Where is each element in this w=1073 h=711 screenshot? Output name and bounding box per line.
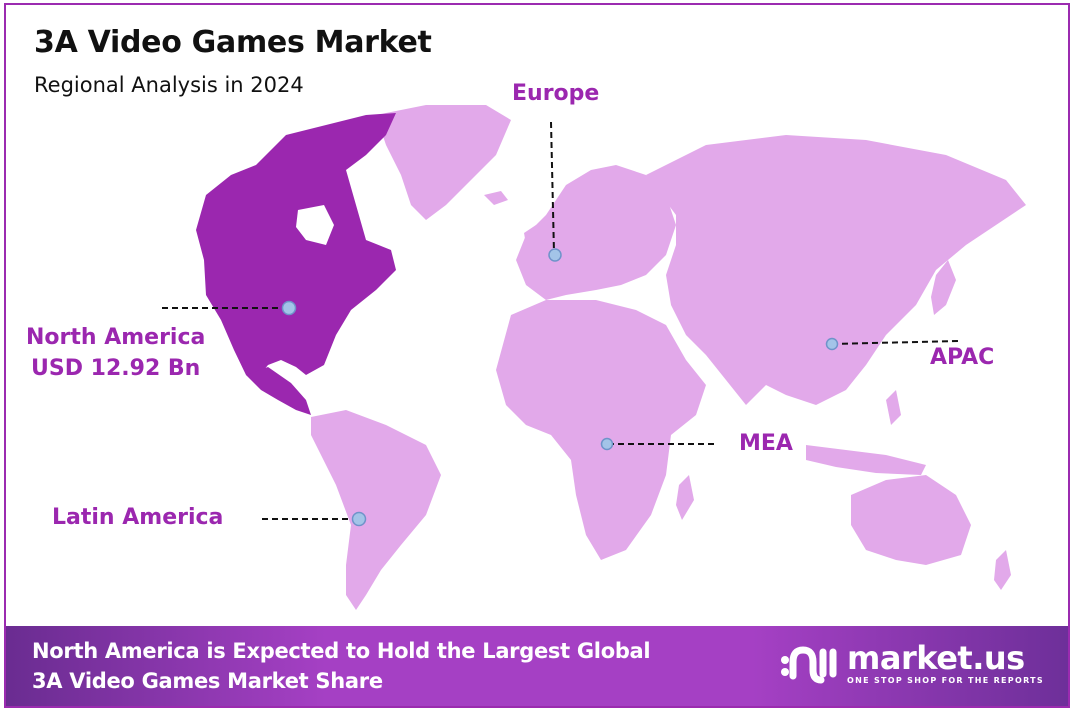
region-central-america bbox=[246, 367, 311, 415]
region-europe bbox=[516, 165, 676, 300]
region-philippines bbox=[886, 390, 901, 425]
region-new-zealand bbox=[994, 550, 1011, 590]
region-japan bbox=[931, 260, 956, 315]
region-indonesia bbox=[806, 445, 926, 475]
region-asia bbox=[646, 135, 1026, 405]
hudson-bay bbox=[296, 205, 334, 245]
region-australia bbox=[851, 475, 971, 565]
mea-marker[interactable] bbox=[600, 437, 614, 451]
market-us-logo[interactable]: market.us ONE STOP SHOP FOR THE REPORTS bbox=[779, 640, 1044, 686]
region-africa bbox=[496, 300, 706, 560]
north-america-name: North America bbox=[26, 325, 206, 350]
europe-leader-line bbox=[550, 121, 555, 254]
north-america-marker[interactable] bbox=[281, 300, 297, 316]
region-south-america bbox=[311, 410, 441, 610]
footer-line-1: North America is Expected to Hold the La… bbox=[32, 639, 651, 663]
region-north-america bbox=[196, 113, 396, 380]
page-title: 3A Video Games Market bbox=[34, 25, 432, 60]
world-map bbox=[162, 105, 1026, 610]
europe-label: Europe bbox=[512, 81, 600, 106]
europe-marker[interactable] bbox=[548, 248, 562, 262]
infographic-frame: 3A Video Games Market Regional Analysis … bbox=[4, 3, 1070, 708]
latin-america-marker[interactable] bbox=[351, 511, 367, 527]
north-america-value: USD 12.92 Bn bbox=[31, 355, 201, 381]
page-subtitle: Regional Analysis in 2024 bbox=[34, 73, 304, 97]
footer-line-2: 3A Video Games Market Share bbox=[32, 669, 383, 693]
region-greenland bbox=[376, 105, 511, 220]
logo-name: market.us bbox=[847, 639, 1025, 677]
north-america-label: North America USD 12.92 Bn bbox=[26, 323, 205, 385]
apac-label: APAC bbox=[930, 345, 995, 370]
mea-label: MEA bbox=[739, 431, 793, 456]
region-madagascar bbox=[676, 475, 694, 520]
market-us-logo-icon bbox=[781, 646, 837, 684]
latin-america-label: Latin America bbox=[52, 505, 224, 530]
logo-tagline: ONE STOP SHOP FOR THE REPORTS bbox=[847, 676, 1044, 685]
apac-leader-line bbox=[831, 340, 959, 345]
footer-text: North America is Expected to Hold the La… bbox=[32, 636, 651, 696]
apac-marker[interactable] bbox=[825, 337, 839, 351]
region-uk bbox=[524, 225, 541, 255]
footer-banner: North America is Expected to Hold the La… bbox=[6, 626, 1068, 706]
region-iceland bbox=[484, 191, 508, 205]
